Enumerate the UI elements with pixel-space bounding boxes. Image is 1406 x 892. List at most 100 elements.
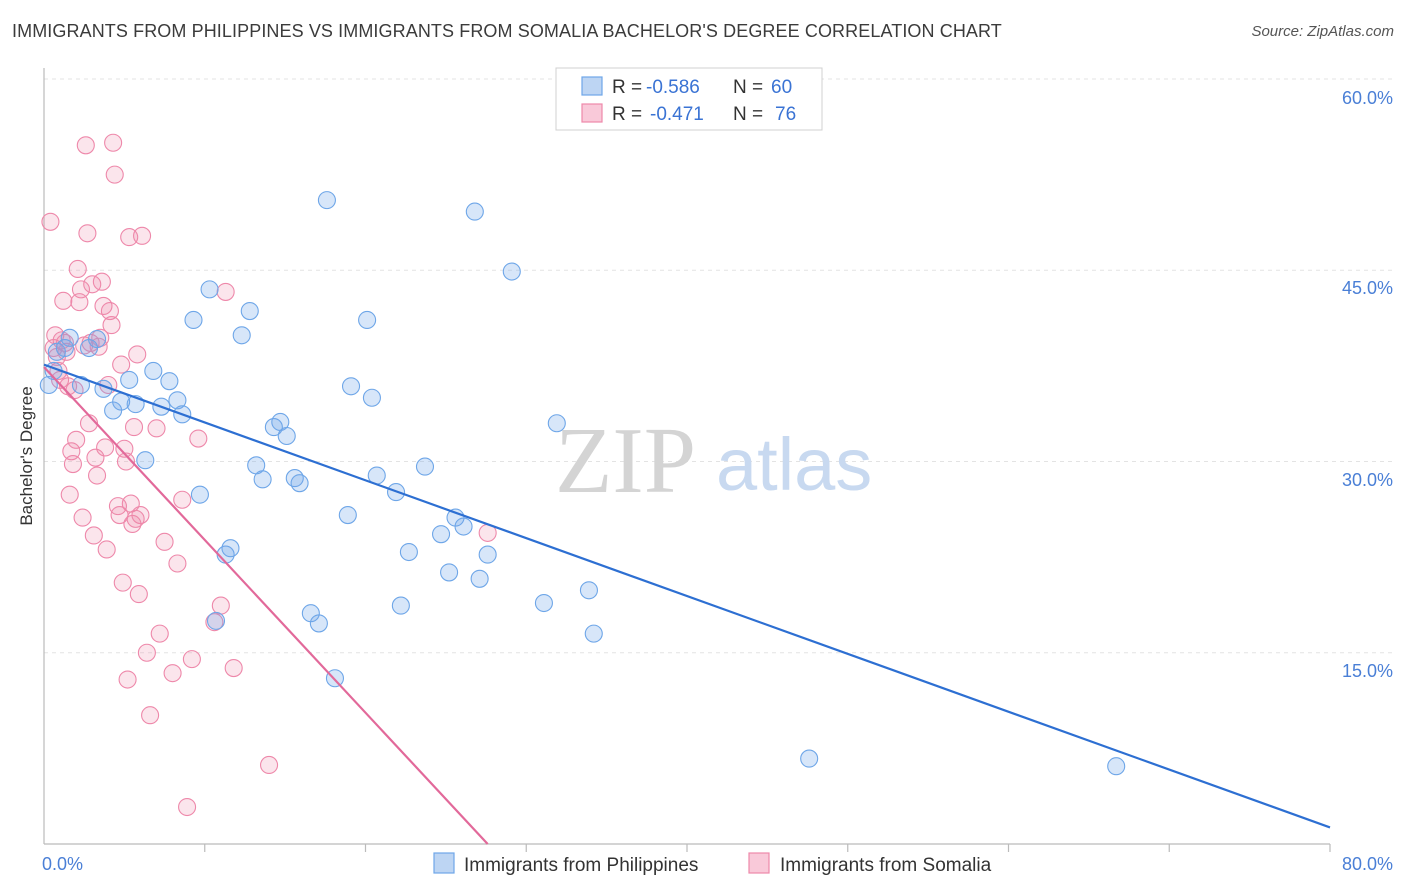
somalia-point bbox=[147, 419, 166, 438]
philippines-point bbox=[290, 474, 309, 493]
somalia-point bbox=[131, 505, 150, 525]
somalia-point bbox=[96, 438, 115, 457]
philippines-point bbox=[800, 749, 819, 768]
somalia-point bbox=[150, 624, 169, 643]
philippines-point bbox=[415, 457, 435, 476]
philippines-point bbox=[39, 375, 58, 395]
watermark-zip: ZIP bbox=[555, 409, 696, 513]
philippines-point bbox=[399, 542, 418, 562]
somalia-point bbox=[224, 658, 243, 678]
somalia-point bbox=[71, 280, 91, 299]
x-tick-label-max: 80.0% bbox=[1342, 854, 1393, 874]
somalia-point bbox=[78, 224, 97, 243]
legend-n-value-2: 76 bbox=[775, 104, 796, 125]
somalia-point bbox=[87, 466, 107, 485]
philippines-point bbox=[362, 388, 381, 407]
somalia-point bbox=[84, 526, 103, 545]
legend-r-value-2: -0.471 bbox=[650, 104, 704, 125]
philippines-point bbox=[440, 563, 459, 582]
philippines-point bbox=[584, 624, 603, 643]
somalia-point bbox=[89, 337, 108, 356]
somalia-point bbox=[118, 670, 137, 689]
somalia-point bbox=[68, 259, 87, 279]
philippines-point bbox=[240, 301, 259, 321]
somalia-point bbox=[163, 664, 182, 683]
y-tick-label-15: 15.0% bbox=[1342, 661, 1393, 681]
philippines-point bbox=[309, 614, 328, 633]
somalia-point bbox=[76, 136, 95, 155]
somalia-point bbox=[182, 650, 201, 669]
philippines-point bbox=[120, 370, 139, 389]
correlation-legend: R = -0.586 N = 60 R = -0.471 N = 76 bbox=[555, 67, 823, 131]
somalia-point bbox=[63, 454, 82, 474]
y-axis-label: Bachelor's Degree bbox=[17, 386, 36, 525]
somalia-point bbox=[67, 430, 86, 449]
philippines-point bbox=[454, 517, 473, 536]
trend-lines bbox=[43, 363, 1331, 845]
y-tick-label-60: 60.0% bbox=[1342, 88, 1393, 108]
philippines-point bbox=[221, 539, 240, 558]
somalia-point bbox=[168, 554, 187, 573]
somalia-point bbox=[128, 345, 147, 364]
x-tick-label-min: 0.0% bbox=[42, 854, 83, 874]
philippines-point bbox=[432, 525, 451, 544]
somalia-point bbox=[116, 452, 136, 471]
somalia-point bbox=[104, 133, 123, 152]
somalia-point bbox=[120, 228, 139, 247]
bottom-legend-philippines: Immigrants from Philippines bbox=[464, 855, 698, 876]
philippines-point bbox=[206, 611, 226, 630]
philippines-trend-line bbox=[43, 363, 1331, 829]
bottom-legend-swatch-philippines bbox=[433, 852, 455, 874]
series-legend: Immigrants from Philippines Immigrants f… bbox=[433, 852, 992, 876]
philippines-point bbox=[200, 280, 219, 299]
somalia-point bbox=[173, 490, 192, 509]
philippines-point bbox=[136, 451, 155, 470]
philippines-point bbox=[465, 202, 484, 221]
somalia-point bbox=[54, 291, 73, 310]
somalia-point bbox=[211, 596, 230, 615]
somalia-point bbox=[60, 485, 79, 504]
philippines-point bbox=[502, 262, 521, 281]
chart-source: Source: ZipAtlas.com bbox=[1251, 23, 1394, 40]
somalia-point bbox=[259, 755, 279, 775]
legend-n-label-2: N = bbox=[733, 104, 763, 125]
philippines-point bbox=[285, 469, 304, 488]
somalia-point bbox=[97, 540, 116, 559]
somalia-point bbox=[112, 355, 131, 374]
philippines-point bbox=[277, 426, 296, 446]
philippines-points bbox=[39, 191, 1126, 776]
philippines-point bbox=[253, 470, 272, 489]
philippines-point bbox=[341, 377, 361, 396]
legend-n-label-1: N = bbox=[733, 77, 763, 98]
somalia-point bbox=[105, 165, 124, 184]
chart-title: IMMIGRANTS FROM PHILIPPINES VS IMMIGRANT… bbox=[12, 21, 1002, 41]
philippines-point bbox=[534, 593, 553, 613]
philippines-point bbox=[358, 310, 377, 330]
philippines-point bbox=[184, 310, 203, 330]
philippines-point bbox=[87, 330, 107, 349]
somalia-point bbox=[113, 573, 132, 592]
philippines-point bbox=[1107, 757, 1126, 776]
somalia-point bbox=[189, 429, 208, 448]
legend-n-value-1: 60 bbox=[771, 77, 792, 98]
somalia-point bbox=[73, 508, 92, 527]
philippines-point bbox=[190, 485, 209, 504]
y-tick-label-45: 45.0% bbox=[1342, 278, 1393, 298]
somalia-point bbox=[92, 272, 111, 291]
y-tick-label-30: 30.0% bbox=[1342, 470, 1393, 490]
legend-r-label-2: R = bbox=[612, 104, 642, 125]
somalia-point bbox=[155, 532, 174, 551]
bottom-legend-swatch-somalia bbox=[748, 852, 770, 874]
philippines-point bbox=[71, 375, 91, 395]
philippines-point bbox=[168, 391, 187, 410]
philippines-point bbox=[232, 326, 251, 345]
philippines-point bbox=[547, 414, 566, 433]
philippines-point bbox=[338, 505, 357, 525]
philippines-point bbox=[60, 328, 79, 347]
philippines-point bbox=[160, 372, 179, 391]
legend-swatch-philippines bbox=[581, 76, 603, 96]
somalia-trend-line bbox=[43, 366, 489, 845]
philippines-point bbox=[579, 581, 598, 600]
somalia-points bbox=[41, 133, 497, 817]
